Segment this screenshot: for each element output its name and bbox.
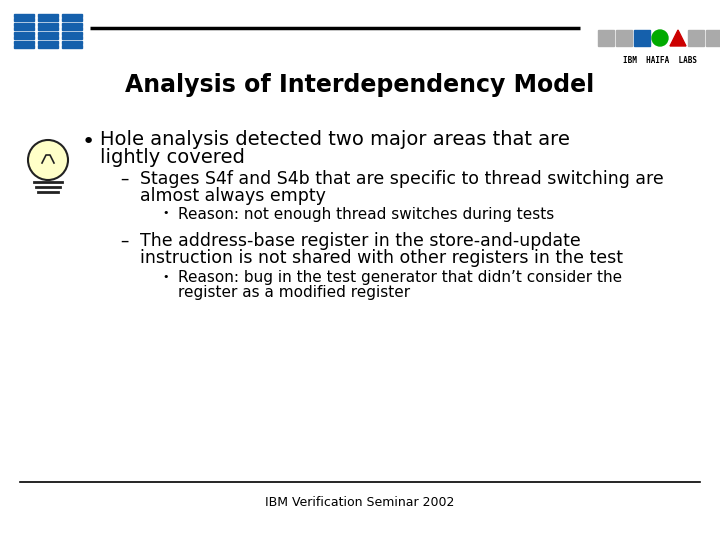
Bar (38, 23, 58, 25)
Bar (14, 14, 34, 17)
Bar (62, 36, 82, 39)
Bar (38, 45, 58, 48)
Bar (38, 32, 58, 35)
Bar (14, 40, 34, 44)
Text: almost always empty: almost always empty (140, 187, 326, 205)
Text: –: – (120, 170, 128, 188)
Bar (62, 45, 82, 48)
Text: IBM Verification Seminar 2002: IBM Verification Seminar 2002 (265, 496, 455, 509)
Text: The address-base register in the store-and-update: The address-base register in the store-a… (140, 232, 581, 250)
Bar (62, 14, 82, 17)
Circle shape (28, 140, 68, 180)
Text: –: – (120, 232, 128, 250)
Text: Reason: bug in the test generator that didn’t consider the: Reason: bug in the test generator that d… (178, 270, 622, 285)
Text: •: • (162, 208, 168, 218)
Circle shape (652, 30, 668, 46)
Text: instruction is not shared with other registers in the test: instruction is not shared with other reg… (140, 249, 623, 267)
Bar (38, 18, 58, 21)
Bar (688, 30, 704, 46)
Text: lightly covered: lightly covered (100, 148, 245, 167)
Bar (14, 18, 34, 21)
Text: Stages S4f and S4b that are specific to thread switching are: Stages S4f and S4b that are specific to … (140, 170, 664, 188)
Text: Hole analysis detected two major areas that are: Hole analysis detected two major areas t… (100, 130, 570, 149)
Bar (14, 45, 34, 48)
Polygon shape (670, 30, 686, 46)
Bar (38, 40, 58, 44)
Bar (62, 32, 82, 35)
Bar (62, 40, 82, 44)
Bar (14, 36, 34, 39)
Bar (14, 23, 34, 25)
Bar (38, 27, 58, 30)
Bar (706, 30, 720, 46)
Bar (14, 32, 34, 35)
Text: •: • (162, 272, 168, 282)
Bar (14, 27, 34, 30)
Bar (634, 30, 650, 46)
Text: Analysis of Interdependency Model: Analysis of Interdependency Model (125, 73, 595, 97)
Bar (616, 30, 632, 46)
Bar (62, 27, 82, 30)
Bar (62, 23, 82, 25)
Bar (598, 30, 614, 46)
Text: Reason: not enough thread switches during tests: Reason: not enough thread switches durin… (178, 207, 554, 222)
Bar (38, 36, 58, 39)
Bar (38, 14, 58, 17)
Text: IBM  HAIFA  LABS: IBM HAIFA LABS (623, 56, 697, 65)
Bar (62, 18, 82, 21)
Text: •: • (82, 132, 95, 152)
Text: register as a modified register: register as a modified register (178, 285, 410, 300)
